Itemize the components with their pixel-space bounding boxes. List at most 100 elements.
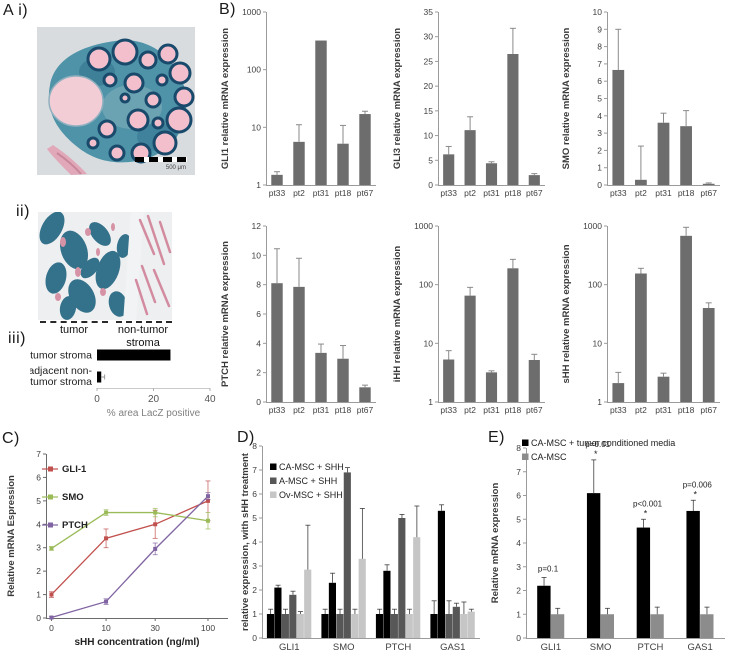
svg-text:7: 7 xyxy=(252,465,257,475)
svg-text:1: 1 xyxy=(597,163,602,173)
chart-ihh: 1 10 100 1000 iHH relative mRNA expression pt… xyxy=(388,214,555,430)
svg-text:pt67: pt67 xyxy=(526,188,543,198)
svg-text:4: 4 xyxy=(516,538,521,548)
svg-text:pt2: pt2 xyxy=(293,405,305,415)
svg-text:6: 6 xyxy=(597,76,602,86)
svg-text:30: 30 xyxy=(424,32,434,42)
svg-text:40: 40 xyxy=(204,394,216,405)
svg-text:3: 3 xyxy=(516,562,521,572)
chart-shh-patients: 1 10 100 1000 sHH relative mRNA expression pt… xyxy=(557,214,730,430)
histology-tumor-section-drawing xyxy=(37,27,195,175)
svg-text:pt31: pt31 xyxy=(483,405,500,415)
svg-text:pt67: pt67 xyxy=(526,405,543,415)
histology-stroma-drawing xyxy=(38,212,172,320)
svg-text:3: 3 xyxy=(252,561,257,571)
svg-text:25: 25 xyxy=(424,56,434,66)
svg-text:0: 0 xyxy=(49,623,54,633)
svg-text:0: 0 xyxy=(252,633,257,643)
svg-text:Ov-MSC + SHH: Ov-MSC + SHH xyxy=(279,490,343,500)
svg-text:2: 2 xyxy=(597,145,602,155)
svg-text:pt18: pt18 xyxy=(335,405,352,415)
svg-text:10: 10 xyxy=(593,338,603,348)
panel-e-label: E) xyxy=(488,429,505,446)
svg-text:10: 10 xyxy=(101,623,111,633)
svg-text:4: 4 xyxy=(256,338,261,348)
svg-text:Relative mRNA Espression: Relative mRNA Espression xyxy=(6,475,17,597)
non-tumor-region-label: non-tumor stroma xyxy=(117,324,169,349)
svg-text:0: 0 xyxy=(597,180,602,190)
chart-tumor-media: 0 1 2 3 4 5 6 7 8 Relative mRNA expression p=0.1 GL… xyxy=(486,430,729,660)
svg-text:8: 8 xyxy=(256,280,261,290)
svg-text:pt18: pt18 xyxy=(335,188,352,198)
svg-text:2: 2 xyxy=(256,368,261,378)
svg-text:sHH relative mRNA expression: sHH relative mRNA expression xyxy=(561,244,572,383)
chart-ptch-patients: 0 2 4 6 8 10 12 PTCH relative mRNA expression pt… xyxy=(216,214,386,430)
svg-text:10: 10 xyxy=(424,131,434,141)
svg-text:3: 3 xyxy=(36,543,41,553)
svg-text:GLI1: GLI1 xyxy=(541,642,562,653)
svg-text:*: * xyxy=(594,449,598,459)
svg-text:0: 0 xyxy=(256,397,261,407)
svg-text:pt33: pt33 xyxy=(610,188,627,198)
svg-text:7: 7 xyxy=(36,449,41,459)
svg-text:100: 100 xyxy=(247,65,261,75)
svg-text:10: 10 xyxy=(252,122,262,132)
svg-text:1: 1 xyxy=(252,609,257,619)
svg-text:SMO relative mRNA expression: SMO relative mRNA expression xyxy=(561,27,572,169)
svg-text:1000: 1000 xyxy=(242,7,261,17)
svg-text:12: 12 xyxy=(252,221,262,231)
svg-text:*: * xyxy=(694,489,698,499)
svg-text:pt67: pt67 xyxy=(700,405,717,415)
svg-text:pt2: pt2 xyxy=(464,405,476,415)
svg-text:10: 10 xyxy=(252,250,262,260)
svg-text:GLI1 relative mRNA expression: GLI1 relative mRNA expression xyxy=(220,28,231,169)
svg-text:100: 100 xyxy=(588,280,602,290)
svg-text:8: 8 xyxy=(597,42,602,52)
chart-smo-patients: 0 1 2 3 4 5 6 7 8 9 10 SMO relative mRNA expression… xyxy=(557,0,730,213)
svg-text:*: * xyxy=(644,508,648,518)
svg-text:1: 1 xyxy=(428,397,433,407)
svg-text:3: 3 xyxy=(597,128,602,138)
svg-text:tumor stroma: tumor stroma xyxy=(30,376,92,388)
svg-text:% area LacZ positive: % area LacZ positive xyxy=(107,408,201,419)
svg-text:1: 1 xyxy=(256,180,261,190)
svg-text:pt31: pt31 xyxy=(313,188,330,198)
svg-text:pt18: pt18 xyxy=(678,188,695,198)
tumor-region-label: tumor xyxy=(59,324,89,336)
svg-text:0: 0 xyxy=(36,613,41,623)
svg-text:1: 1 xyxy=(36,590,41,600)
svg-text:pt31: pt31 xyxy=(655,405,672,415)
svg-text:pt18: pt18 xyxy=(505,188,522,198)
svg-text:6: 6 xyxy=(516,491,521,501)
panel-c-label: C) xyxy=(2,430,20,447)
svg-text:adjacent non-: adjacent non- xyxy=(30,365,92,377)
svg-text:pt2: pt2 xyxy=(635,405,647,415)
histology-image-stroma xyxy=(38,212,172,320)
scale-bar xyxy=(135,157,187,162)
svg-text:9: 9 xyxy=(597,24,602,34)
svg-text:20: 20 xyxy=(424,81,434,91)
panel-b-label: B) xyxy=(219,1,236,18)
svg-text:100: 100 xyxy=(201,623,215,633)
svg-text:0: 0 xyxy=(94,394,100,405)
svg-text:pt2: pt2 xyxy=(464,188,476,198)
svg-text:PTCH: PTCH xyxy=(62,520,88,531)
svg-text:5: 5 xyxy=(597,94,602,104)
svg-text:GAS1: GAS1 xyxy=(440,642,465,653)
svg-text:pt33: pt33 xyxy=(440,405,457,415)
svg-text:pt31: pt31 xyxy=(313,405,330,415)
scale-bar-label: 500 μm xyxy=(165,165,186,171)
svg-text:pt33: pt33 xyxy=(269,188,286,198)
tumor-region-dashed-line xyxy=(40,321,108,323)
svg-text:p=0.1: p=0.1 xyxy=(538,564,559,573)
chart-gli1: 1 10 100 1000 GLI1 relative mRNA expression p… xyxy=(216,0,386,213)
svg-text:0: 0 xyxy=(428,180,433,190)
svg-text:6: 6 xyxy=(256,309,261,319)
svg-text:GLI-1: GLI-1 xyxy=(62,464,87,475)
svg-text:8: 8 xyxy=(252,441,257,451)
panel-aiii-label: iii) xyxy=(8,330,26,347)
svg-text:CA-MSC: CA-MSC xyxy=(531,452,567,462)
svg-text:relative expression, with sHH: relative expression, with sHH treatment xyxy=(240,452,251,631)
svg-text:7: 7 xyxy=(597,59,602,69)
